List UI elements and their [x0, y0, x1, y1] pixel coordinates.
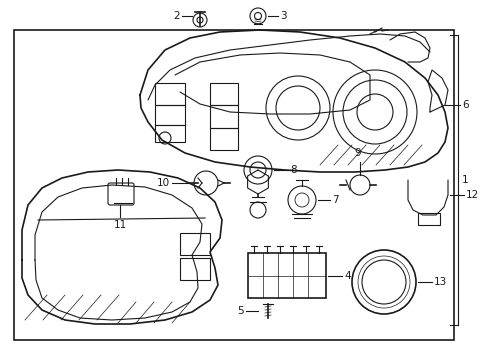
Bar [155, 105, 184, 125]
Bar [180, 258, 209, 280]
Bar [247, 253, 325, 298]
Text: 5: 5 [237, 306, 244, 316]
Text: 4: 4 [343, 271, 350, 281]
Text: 10: 10 [157, 178, 170, 188]
Text: 9: 9 [354, 148, 361, 158]
Bar [14, 30, 453, 340]
Text: 3: 3 [280, 11, 286, 21]
Bar [155, 125, 184, 142]
Text: 1: 1 [461, 175, 468, 185]
Bar [209, 83, 238, 105]
Text: 2: 2 [173, 11, 180, 21]
Text: 6: 6 [461, 100, 468, 110]
Text: 11: 11 [113, 220, 126, 230]
Text: 8: 8 [289, 165, 296, 175]
Bar [417, 213, 439, 225]
Bar [209, 128, 238, 150]
Text: 13: 13 [433, 277, 447, 287]
Bar [180, 233, 209, 255]
Bar [155, 83, 184, 105]
Text: 12: 12 [465, 190, 478, 200]
Text: 7: 7 [331, 195, 338, 205]
Bar [209, 105, 238, 128]
